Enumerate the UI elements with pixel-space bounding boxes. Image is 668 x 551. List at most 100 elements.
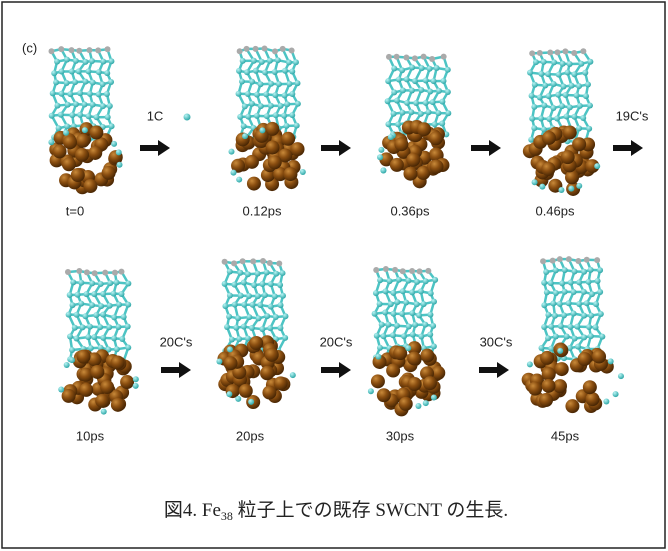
carbon-atom: [379, 322, 385, 328]
carbon-atom: [571, 114, 577, 120]
carbon-atom: [268, 103, 274, 109]
iron-atom: [539, 393, 553, 407]
carbon-atom: [436, 88, 442, 94]
carbon-atom: [224, 324, 230, 330]
carbon-atom: [556, 72, 562, 78]
carbon-atom: [58, 387, 64, 393]
carbon-atom: [289, 112, 295, 118]
carbon-atom: [587, 59, 593, 65]
carbon-atom: [417, 268, 423, 274]
panel-label: (c): [22, 40, 37, 55]
carbon-atom: [244, 46, 250, 52]
carbon-atom: [74, 336, 80, 342]
carbon-atom: [222, 303, 228, 309]
carbon-atom: [377, 154, 383, 160]
iron-atom: [542, 131, 556, 145]
carbon-atom: [235, 315, 241, 321]
carbon-atom: [76, 48, 82, 54]
carbon-atom: [545, 312, 551, 318]
carbon-atom: [111, 335, 117, 341]
carbon-atom: [70, 302, 76, 308]
carbon-atom: [586, 126, 592, 132]
carbon-atom: [403, 55, 409, 61]
carbon-atom: [430, 99, 436, 105]
carbon-atom: [238, 293, 244, 299]
carbon-atom: [236, 177, 242, 183]
carbon-atom: [584, 257, 590, 263]
carbon-atom: [268, 81, 274, 87]
carbon-atom: [568, 186, 574, 192]
iron-atom: [262, 386, 276, 400]
carbon-atom: [385, 121, 391, 127]
carbon-atom: [584, 300, 590, 306]
snapshot-label: 45ps: [551, 428, 580, 443]
snapshot-label: 0.46ps: [535, 203, 575, 218]
molecule: [48, 46, 122, 194]
carbon-atom: [568, 280, 574, 286]
carbon-atom: [86, 113, 92, 119]
carbon-atom: [394, 98, 400, 104]
caption-subscript: 38: [221, 509, 233, 523]
arrow-label: 30C's: [480, 334, 513, 349]
arrow: [140, 140, 170, 156]
carbon-atom: [51, 70, 57, 76]
carbon-atom: [564, 333, 570, 339]
carbon-atom: [111, 141, 117, 147]
carbon-atom: [67, 292, 73, 298]
iron-atom: [408, 377, 422, 391]
carbon-atom: [423, 400, 429, 406]
carbon-atom: [545, 335, 551, 341]
carbon-atom: [100, 335, 106, 341]
iron-atom: [540, 351, 554, 365]
carbon-atom: [572, 268, 578, 274]
carbon-atom: [264, 313, 270, 319]
carbon-atom: [574, 324, 580, 330]
carbon-atom: [374, 333, 380, 339]
molecule: [228, 46, 305, 192]
carbon-atom: [104, 46, 110, 52]
arrow-label: 19C's: [616, 108, 649, 123]
carbon-atom: [599, 334, 605, 340]
iron-atom: [390, 158, 404, 172]
carbon-atom: [405, 278, 411, 284]
carbon-atom: [90, 102, 96, 108]
carbon-atom: [246, 314, 252, 320]
iron-atom: [386, 364, 400, 378]
carbon-atom: [562, 48, 568, 54]
carbon-atom: [380, 167, 386, 173]
carbon-atom: [116, 149, 122, 155]
carbon-atom: [562, 267, 568, 273]
carbon-atom: [383, 288, 389, 294]
iron-atom: [407, 351, 421, 365]
carbon-atom: [558, 187, 564, 193]
carbon-atom: [254, 92, 260, 98]
iron-atom: [120, 375, 134, 389]
carbon-atom: [90, 80, 96, 86]
carbon-atom: [256, 315, 262, 321]
carbon-atom: [396, 277, 402, 283]
carbon-atom: [242, 103, 248, 109]
molecule: [58, 268, 139, 415]
carbon-atom: [545, 71, 551, 77]
carbon-atom: [236, 68, 242, 74]
carbon-atom: [76, 268, 82, 274]
carbon-atom: [260, 281, 266, 287]
carbon-atom: [401, 333, 407, 339]
carbon-atom: [414, 301, 420, 307]
carbon-atom: [104, 91, 110, 97]
carbon-atom: [216, 358, 222, 364]
iron-atom: [63, 135, 77, 149]
carbon-atom: [284, 123, 290, 129]
carbon-atom: [259, 326, 265, 332]
iron-atom: [223, 356, 237, 370]
carbon-atom: [281, 113, 287, 119]
carbon-atom: [385, 322, 391, 328]
carbon-atom: [231, 170, 237, 176]
carbon-atom: [295, 101, 301, 107]
iron-atom: [100, 380, 114, 394]
carbon-atom: [64, 362, 70, 368]
carbon-atom: [527, 361, 533, 367]
arrow: [471, 140, 501, 156]
iron-atom: [79, 383, 93, 397]
carbon-atom: [82, 79, 88, 85]
